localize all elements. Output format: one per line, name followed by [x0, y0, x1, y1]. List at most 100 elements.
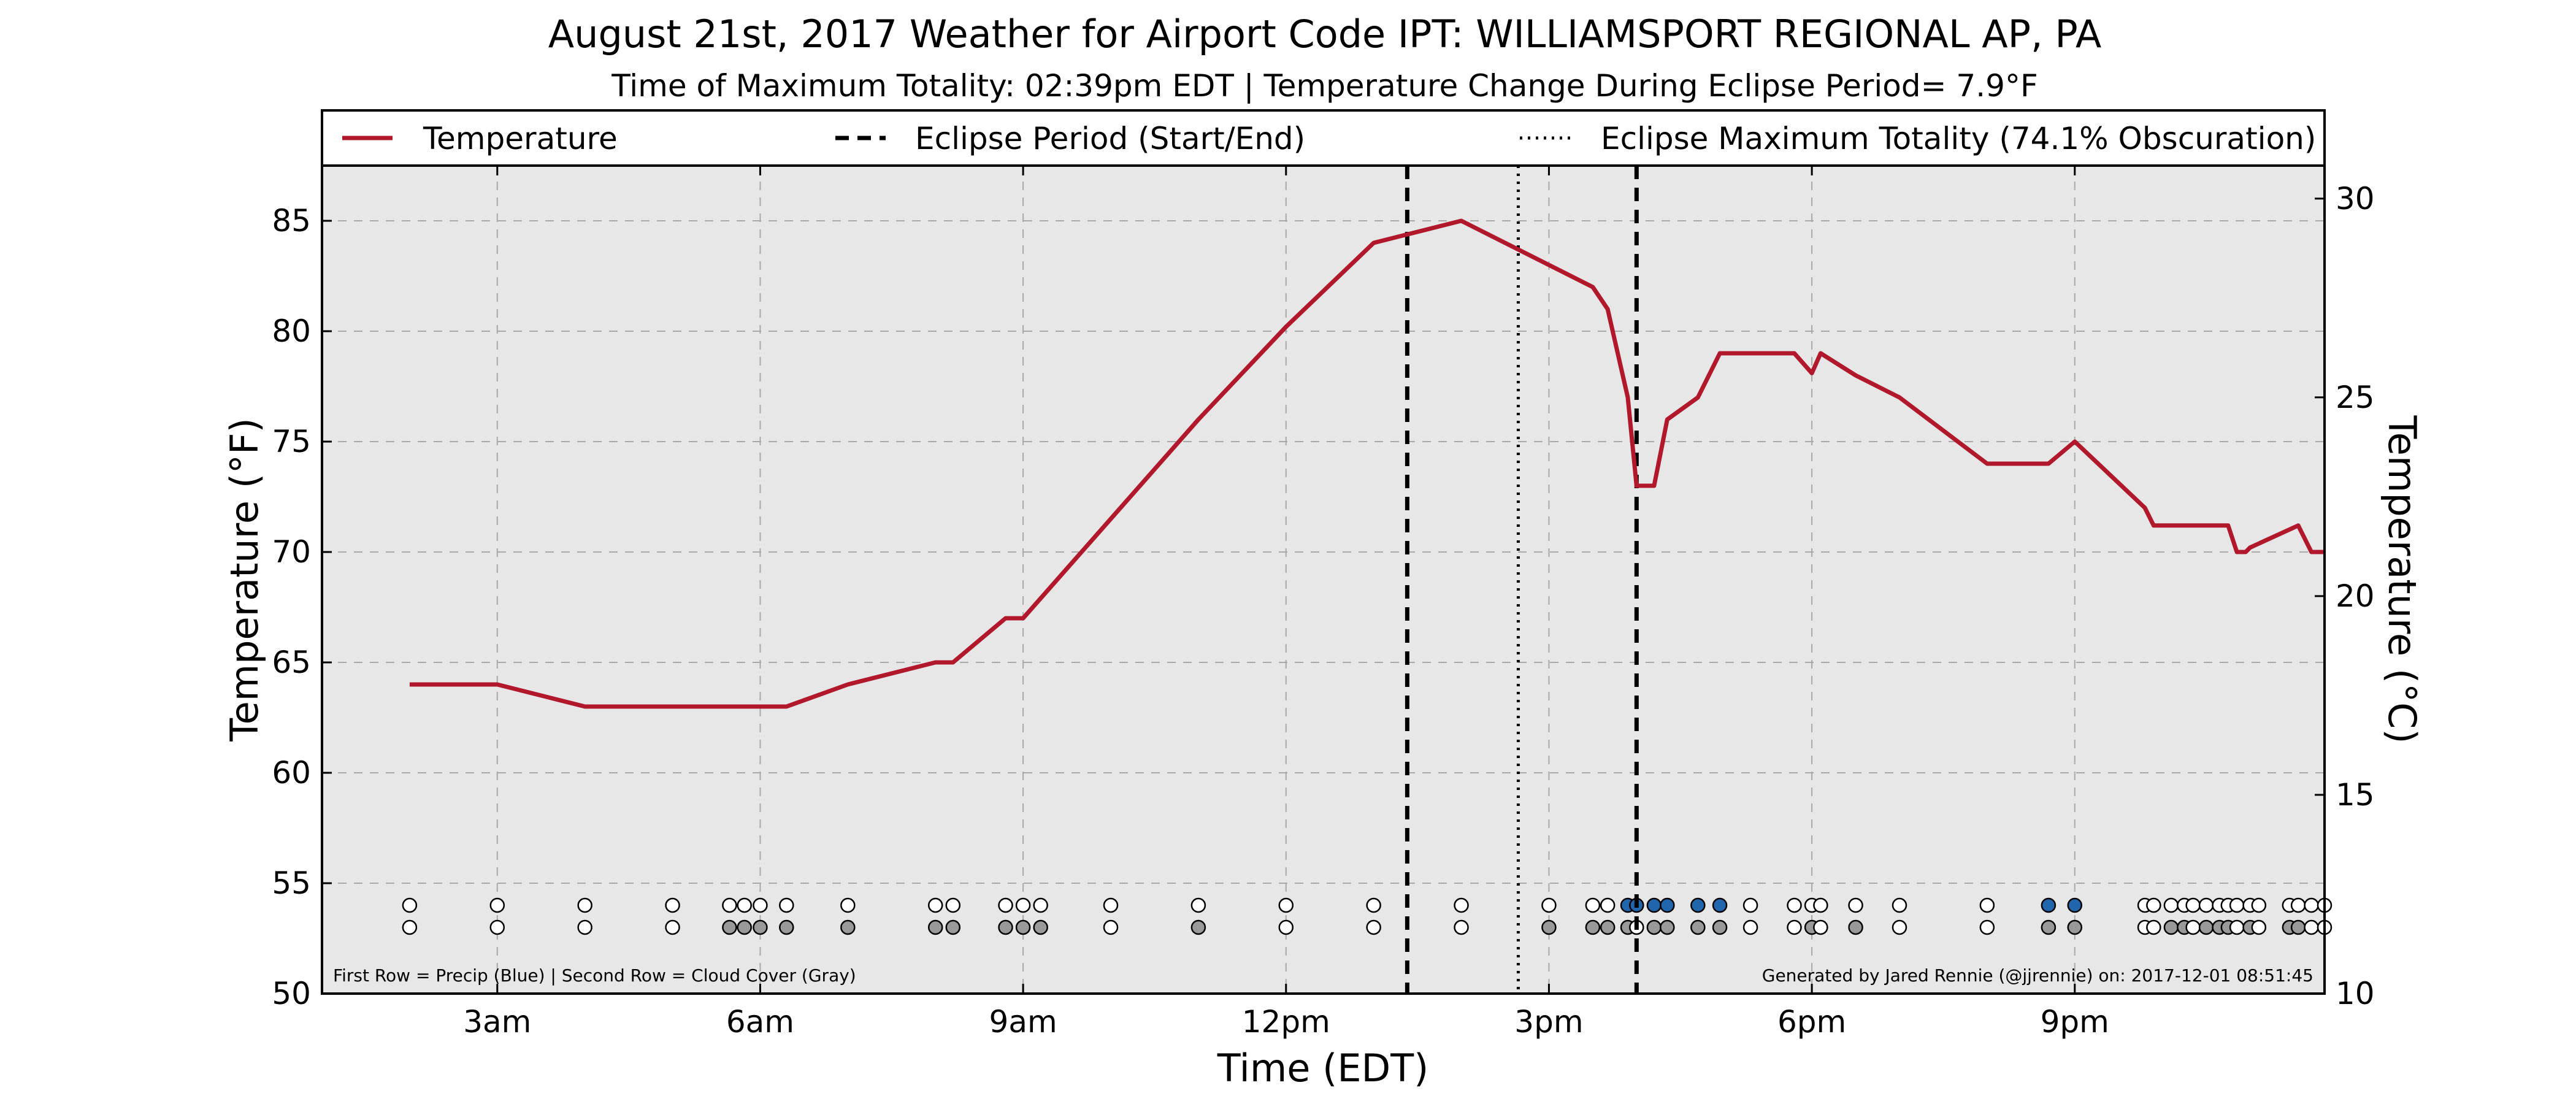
- precip-marker: [840, 897, 856, 913]
- cloud-marker: [2290, 919, 2306, 935]
- cloud-marker: [1190, 919, 1206, 935]
- y-axis-label: Temperature (°F): [222, 418, 267, 742]
- precip-marker: [927, 897, 943, 913]
- precip-marker: [1541, 897, 1557, 913]
- cloud-marker: [737, 919, 752, 935]
- cloud-marker: [2229, 919, 2245, 935]
- cloud-marker: [722, 919, 737, 935]
- x-tick-label: 6pm: [1777, 1004, 1846, 1040]
- cloud-marker: [2198, 919, 2214, 935]
- precip-marker: [2290, 897, 2306, 913]
- precip-marker: [2229, 897, 2245, 913]
- x-tick-label: 3pm: [1514, 1004, 1583, 1040]
- y-axis-ticks: 50 55 60 65 70 75 80 85: [272, 203, 332, 1011]
- cloud-marker: [1892, 919, 1907, 935]
- y-tick-label: 50: [272, 976, 311, 1011]
- precip-marker: [1787, 897, 1802, 913]
- y-right-tick-label: 30: [2336, 181, 2375, 217]
- y-tick-label: 70: [272, 534, 311, 570]
- legend-label: Temperature: [423, 121, 618, 156]
- cloud-marker: [2163, 919, 2179, 935]
- precip-marker: [1979, 897, 1995, 913]
- cloud-marker: [665, 919, 680, 935]
- legend: Temperature Eclipse Period (Start/End) Ecl…: [342, 121, 2316, 156]
- cloud-marker: [577, 919, 592, 935]
- precip-marker: [1454, 897, 1469, 913]
- y-right-tick-label: 20: [2336, 578, 2375, 614]
- x-tick-label: 9am: [989, 1004, 1057, 1040]
- precip-marker: [2251, 897, 2267, 913]
- precip-marker: [1848, 897, 1863, 913]
- precip-marker: [1892, 897, 1907, 913]
- precip-marker: [2198, 897, 2214, 913]
- y-tick-label: 85: [272, 203, 311, 239]
- cloud-marker: [2041, 919, 2057, 935]
- cloud-marker: [1366, 919, 1381, 935]
- chart-subtitle: Time of Maximum Totality: 02:39pm EDT | …: [611, 68, 2037, 104]
- precip-marker: [1015, 897, 1031, 913]
- precip-marker: [998, 897, 1013, 913]
- precip-marker: [577, 897, 592, 913]
- cloud-marker: [1541, 919, 1557, 935]
- precip-marker: [1033, 897, 1048, 913]
- cloud-marker: [1690, 919, 1706, 935]
- cloud-marker: [1742, 919, 1758, 935]
- y-right-tick-label: 25: [2336, 380, 2375, 415]
- precip-marker: [722, 897, 737, 913]
- y-right-tick-label: 10: [2336, 976, 2375, 1011]
- precip-marker: [2067, 897, 2083, 913]
- cloud-marker: [1787, 919, 1802, 935]
- x-tick-label: 6am: [726, 1004, 794, 1040]
- y-right-tick-label: 15: [2336, 777, 2375, 813]
- precip-marker: [1646, 897, 1662, 913]
- footnote-right: Generated by Jared Rennie (@jjrennie) on…: [1762, 965, 2313, 986]
- cloud-marker: [1979, 919, 1995, 935]
- precip-marker: [779, 897, 794, 913]
- x-axis-ticks: 3am 6am 9am 12pm 3pm 6pm 9pm: [463, 166, 2109, 1040]
- precip-marker: [737, 897, 752, 913]
- y-tick-label: 55: [272, 865, 311, 901]
- precip-marker: [1742, 897, 1758, 913]
- y-tick-label: 60: [272, 755, 311, 791]
- precip-marker: [2146, 897, 2161, 913]
- cloud-marker: [840, 919, 856, 935]
- temperature-series: [409, 218, 2325, 709]
- cloud-marker: [1585, 919, 1601, 935]
- precip-marker: [945, 897, 961, 913]
- plot-area: [322, 166, 2325, 994]
- x-tick-label: 9pm: [2041, 1004, 2109, 1040]
- y-axis-right-ticks: 10 15 20 25 30: [2315, 181, 2375, 1011]
- y-axis-right-label: Temperature (°C): [2380, 415, 2425, 743]
- cloud-marker: [1033, 919, 1048, 935]
- cloud-marker: [945, 919, 961, 935]
- cloud-marker: [489, 919, 505, 935]
- cloud-marker: [2304, 919, 2319, 935]
- cloud-marker: [2185, 919, 2201, 935]
- grid-lines: [322, 166, 2325, 994]
- cloud-marker: [2067, 919, 2083, 935]
- cloud-marker: [753, 919, 768, 935]
- precip-marker: [402, 897, 418, 913]
- chart-title: August 21st, 2017 Weather for Airport Co…: [548, 12, 2102, 56]
- cloud-marker: [998, 919, 1013, 935]
- precip-marker: [1660, 897, 1675, 913]
- cloud-marker: [1660, 919, 1675, 935]
- legend-label: Eclipse Maximum Totality (74.1% Obscurat…: [1601, 121, 2316, 156]
- cloud-marker: [1813, 919, 1828, 935]
- x-tick-label: 12pm: [1242, 1004, 1330, 1040]
- cloud-marker: [2251, 919, 2267, 935]
- precip-marker: [1103, 897, 1119, 913]
- cloud-marker: [1712, 919, 1728, 935]
- cloud-marker: [1454, 919, 1469, 935]
- precip-marker: [1712, 897, 1728, 913]
- y-tick-label: 80: [272, 313, 311, 349]
- cloud-marker: [2146, 919, 2161, 935]
- legend-box: [321, 109, 2326, 167]
- x-tick-label: 3am: [463, 1004, 531, 1040]
- precip-marker: [665, 897, 680, 913]
- x-axis-label: Time (EDT): [1217, 1046, 1429, 1091]
- temperature-line: [409, 218, 2325, 709]
- cloud-marker: [1278, 919, 1294, 935]
- eclipse-markers: [1405, 166, 1639, 994]
